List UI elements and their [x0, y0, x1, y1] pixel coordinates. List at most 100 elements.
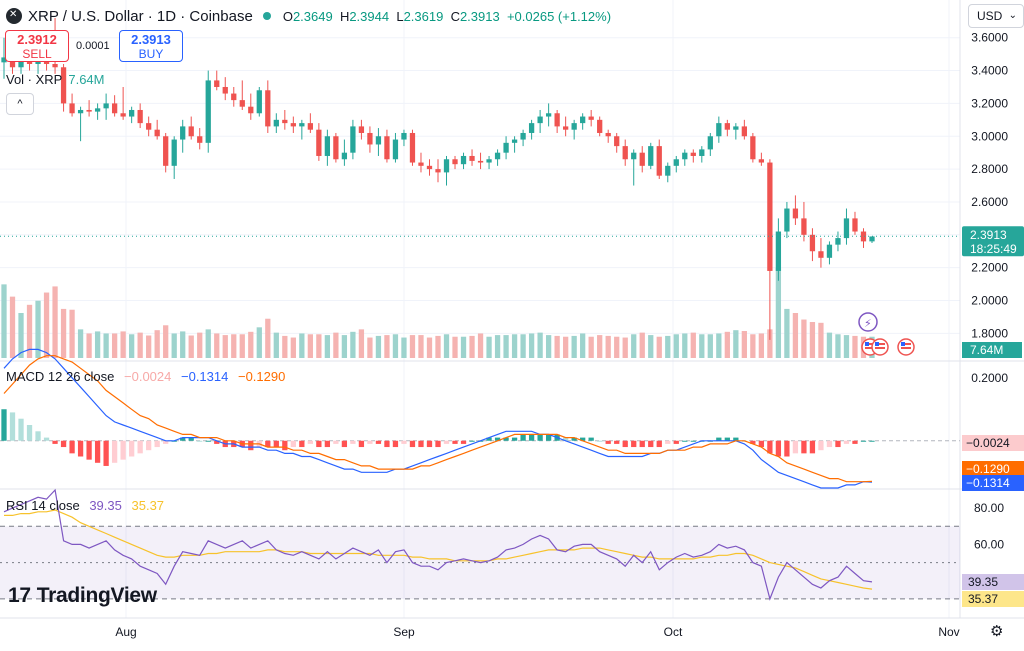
candle[interactable] [188, 116, 194, 140]
candle[interactable] [290, 116, 296, 133]
crypto-event-icon[interactable] [858, 312, 878, 332]
candle[interactable] [103, 93, 109, 120]
candle[interactable] [665, 162, 671, 183]
candle[interactable] [205, 70, 211, 153]
candle[interactable] [494, 149, 501, 166]
candle[interactable] [511, 136, 518, 153]
candle[interactable] [239, 80, 245, 110]
candle[interactable] [180, 119, 186, 153]
candle[interactable] [77, 106, 84, 142]
candle[interactable] [750, 132, 756, 163]
candle[interactable] [435, 159, 441, 183]
candle[interactable] [367, 126, 373, 153]
time-axis[interactable]: Aug Sep Oct Nov [115, 625, 959, 639]
candle[interactable] [503, 136, 509, 160]
candle[interactable] [452, 155, 458, 170]
symbol-title[interactable]: XRP / U.S. Dollar · 1D · Coinbase [28, 7, 253, 25]
candle[interactable] [597, 116, 603, 137]
candle[interactable] [120, 86, 126, 120]
candle[interactable] [299, 119, 305, 140]
candle[interactable] [418, 152, 424, 173]
candle[interactable] [214, 70, 220, 91]
tradingview-logo[interactable]: 17 TradingView [8, 584, 157, 608]
candle[interactable] [869, 236, 875, 244]
candle[interactable] [129, 106, 135, 124]
candle[interactable] [409, 129, 416, 166]
candle[interactable] [163, 132, 169, 173]
candle[interactable] [614, 132, 620, 153]
candle[interactable] [605, 129, 611, 143]
gear-icon[interactable]: ⚙ [990, 623, 1004, 640]
candle[interactable] [197, 128, 203, 150]
candle[interactable] [716, 116, 722, 143]
candle[interactable] [282, 109, 288, 130]
candle[interactable] [631, 149, 637, 186]
candle[interactable] [333, 132, 339, 163]
candle[interactable] [341, 139, 348, 166]
candle[interactable] [588, 109, 594, 127]
candle[interactable] [426, 159, 433, 176]
candle[interactable] [248, 93, 254, 120]
candle[interactable] [60, 63, 67, 112]
candle[interactable] [784, 201, 790, 239]
candle[interactable] [852, 211, 858, 235]
price-axis[interactable]: 3.60003.40003.20003.00002.80002.60002.40… [962, 31, 1024, 607]
candle[interactable] [375, 128, 382, 156]
candle[interactable] [682, 149, 688, 166]
candle[interactable] [443, 155, 450, 186]
candle[interactable] [843, 208, 850, 245]
candle[interactable] [231, 86, 237, 107]
candle[interactable] [690, 149, 696, 163]
candle[interactable] [316, 123, 322, 161]
candle[interactable] [477, 152, 484, 170]
candle[interactable] [545, 103, 552, 127]
candle[interactable] [656, 139, 662, 179]
candle[interactable] [580, 113, 586, 130]
macd-legend[interactable]: MACD 12 26 close −0.0024 −0.1314 −0.1290 [6, 369, 285, 384]
candle[interactable] [222, 77, 228, 101]
macd-pane[interactable] [0, 348, 960, 489]
candle[interactable] [401, 129, 407, 147]
candle[interactable] [673, 155, 679, 173]
candle[interactable] [307, 113, 313, 133]
candle[interactable] [826, 241, 833, 265]
candle[interactable] [639, 146, 645, 173]
candle[interactable] [86, 100, 92, 117]
candles[interactable] [0, 18, 960, 340]
candle[interactable] [775, 218, 782, 281]
candle[interactable] [537, 109, 543, 133]
candle[interactable] [835, 231, 841, 252]
candle[interactable] [724, 119, 730, 137]
candle[interactable] [622, 139, 628, 166]
candle[interactable] [571, 119, 577, 140]
candle[interactable] [171, 136, 177, 179]
candle[interactable] [392, 132, 399, 163]
candle[interactable] [554, 109, 560, 133]
candle[interactable] [520, 129, 526, 147]
candle[interactable] [563, 116, 569, 137]
candle[interactable] [860, 228, 867, 248]
candle[interactable] [358, 119, 365, 140]
candle[interactable] [154, 119, 160, 140]
sell-button[interactable]: 2.3912 SELL [5, 30, 69, 62]
candle[interactable] [146, 116, 152, 137]
rsi-legend[interactable]: RSI 14 close 39.35 35.37 [6, 498, 164, 513]
candle[interactable] [801, 201, 807, 242]
candle[interactable] [809, 228, 816, 262]
candle[interactable] [741, 119, 747, 140]
volume-legend[interactable]: Vol · XRP 7.64M [6, 72, 105, 87]
candle[interactable] [94, 103, 101, 120]
event-icons[interactable]: ⚡ [858, 312, 915, 356]
candle[interactable] [648, 142, 654, 170]
candle[interactable] [469, 149, 475, 166]
rsi-pane[interactable] [3, 488, 873, 601]
candle[interactable] [111, 95, 118, 117]
candle[interactable] [460, 152, 467, 170]
candle[interactable] [69, 93, 75, 117]
candle[interactable] [350, 119, 356, 160]
candle[interactable] [273, 113, 279, 133]
buy-button[interactable]: 2.3913 BUY [119, 30, 183, 62]
candle[interactable] [137, 103, 143, 129]
candle[interactable] [324, 129, 331, 166]
